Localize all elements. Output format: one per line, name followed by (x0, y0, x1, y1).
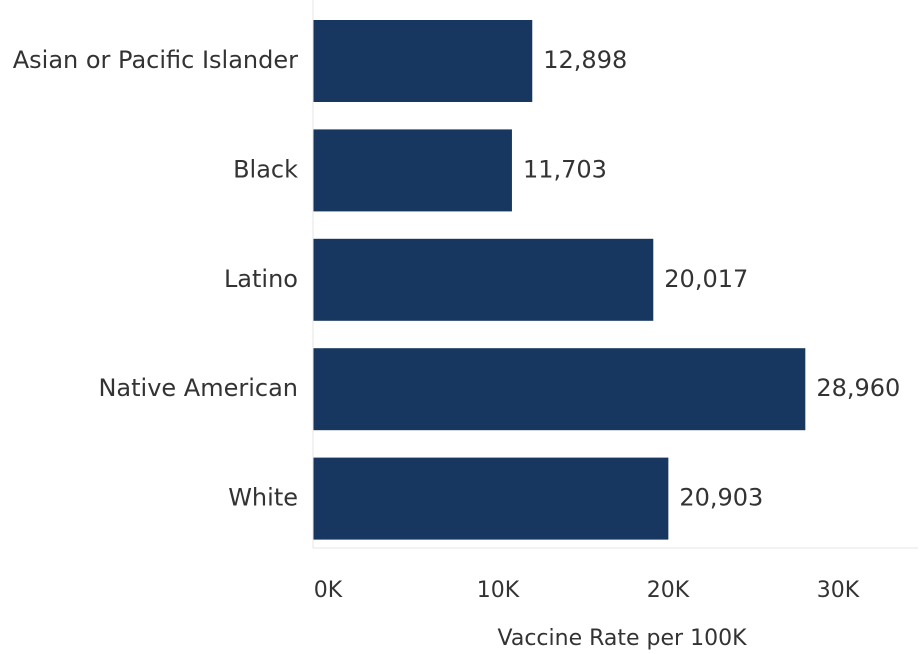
bar (313, 20, 533, 102)
x-tick-label: 20K (647, 578, 690, 603)
bar (313, 348, 806, 431)
x-tick-label: 30K (817, 578, 860, 603)
category-label: Asian or Pacific Islander (13, 46, 298, 74)
value-labels: 12,898 11,703 20,017 28,960 20,903 (523, 46, 900, 512)
value-label: 12,898 (543, 46, 627, 74)
bar (313, 129, 512, 212)
value-label: 11,703 (523, 155, 607, 183)
value-label: 28,960 (816, 374, 900, 402)
bars-group (313, 20, 806, 540)
category-label: White (228, 484, 298, 512)
category-label: Black (233, 155, 298, 183)
value-label: 20,903 (679, 484, 763, 512)
category-labels: Asian or Pacific Islander Black Latino Nati… (13, 46, 298, 512)
category-label: Native American (98, 374, 298, 402)
x-axis-title: Vaccine Rate per 100K (498, 626, 748, 651)
bar (313, 238, 654, 321)
value-label: 20,017 (664, 265, 748, 293)
x-tick-label: 10K (477, 578, 520, 603)
x-tick-label: 0K (314, 578, 343, 603)
category-label: Latino (224, 265, 298, 293)
x-tick-labels: 0K 10K 20K 30K (314, 578, 860, 603)
bar (313, 457, 669, 540)
